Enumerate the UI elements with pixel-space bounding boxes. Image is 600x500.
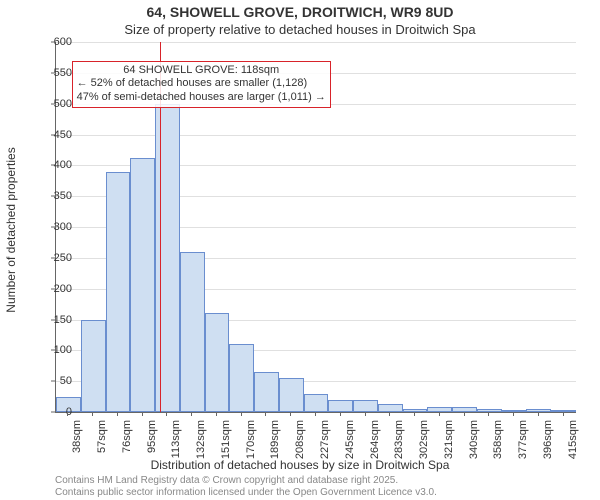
x-tick-mark: [513, 412, 514, 416]
annotation-box: 64 SHOWELL GROVE: 118sqm← 52% of detache…: [72, 61, 331, 108]
y-tick-mark: [51, 227, 55, 228]
histogram-bar: [106, 172, 131, 413]
histogram-bar: [205, 313, 230, 412]
histogram-bar: [304, 394, 329, 413]
y-tick-mark: [51, 350, 55, 351]
histogram-bar: [180, 252, 205, 412]
y-tick-mark: [51, 134, 55, 135]
chart-title-line2: Size of property relative to detached ho…: [0, 22, 600, 37]
x-tick-mark: [414, 412, 415, 416]
chart-container: 64, SHOWELL GROVE, DROITWICH, WR9 8UD Si…: [0, 0, 600, 500]
x-tick-mark: [67, 412, 68, 416]
histogram-bar: [452, 407, 477, 412]
x-tick-mark: [439, 412, 440, 416]
x-tick-label: 396sqm: [542, 420, 554, 459]
x-axis-label: Distribution of detached houses by size …: [0, 458, 600, 472]
y-tick-mark: [51, 412, 55, 413]
y-tick-mark: [51, 257, 55, 258]
x-tick-mark: [166, 412, 167, 416]
histogram-bar: [155, 104, 180, 412]
y-tick-mark: [51, 381, 55, 382]
x-tick-label: 358sqm: [492, 420, 504, 459]
gridline: [56, 42, 576, 43]
y-tick-mark: [51, 288, 55, 289]
x-tick-label: 283sqm: [393, 420, 405, 459]
x-tick-label: 57sqm: [96, 420, 108, 453]
histogram-bar: [526, 409, 551, 412]
histogram-bar: [427, 407, 452, 412]
histogram-bar: [353, 400, 378, 412]
x-tick-mark: [191, 412, 192, 416]
x-tick-label: 76sqm: [121, 420, 133, 453]
footer-line2: Contains public sector information licen…: [55, 487, 437, 498]
x-tick-mark: [142, 412, 143, 416]
y-tick-mark: [51, 196, 55, 197]
histogram-bar: [328, 400, 353, 412]
x-tick-label: 340sqm: [468, 420, 480, 459]
x-tick-mark: [365, 412, 366, 416]
x-tick-mark: [290, 412, 291, 416]
x-tick-label: 170sqm: [245, 420, 257, 459]
x-tick-label: 38sqm: [71, 420, 83, 453]
y-tick-mark: [51, 103, 55, 104]
x-tick-label: 208sqm: [294, 420, 306, 459]
y-tick-mark: [51, 72, 55, 73]
x-tick-mark: [563, 412, 564, 416]
footer-line1: Contains HM Land Registry data © Crown c…: [55, 475, 398, 486]
x-tick-mark: [216, 412, 217, 416]
histogram-bar: [551, 410, 576, 412]
annotation-line: 64 SHOWELL GROVE: 118sqm: [77, 64, 326, 78]
x-tick-mark: [117, 412, 118, 416]
x-tick-mark: [241, 412, 242, 416]
x-tick-mark: [92, 412, 93, 416]
x-tick-label: 415sqm: [567, 420, 579, 459]
x-tick-label: 227sqm: [319, 420, 331, 459]
x-tick-mark: [488, 412, 489, 416]
x-tick-label: 189sqm: [269, 420, 281, 459]
histogram-bar: [81, 320, 106, 413]
histogram-bar: [279, 378, 304, 412]
histogram-bar: [254, 372, 279, 412]
x-tick-label: 245sqm: [344, 420, 356, 459]
annotation-line: ← 52% of detached houses are smaller (1,…: [77, 77, 326, 91]
x-tick-mark: [464, 412, 465, 416]
x-tick-label: 95sqm: [146, 420, 158, 453]
y-tick-mark: [51, 42, 55, 43]
histogram-bar: [378, 404, 403, 412]
x-tick-mark: [315, 412, 316, 416]
y-tick-mark: [51, 319, 55, 320]
x-tick-mark: [538, 412, 539, 416]
histogram-bar: [130, 158, 155, 412]
x-tick-mark: [389, 412, 390, 416]
chart-title-line1: 64, SHOWELL GROVE, DROITWICH, WR9 8UD: [0, 4, 600, 20]
x-tick-mark: [265, 412, 266, 416]
annotation-line: 47% of semi-detached houses are larger (…: [77, 91, 326, 105]
x-tick-label: 132sqm: [195, 420, 207, 459]
x-tick-label: 113sqm: [170, 420, 182, 458]
x-tick-label: 264sqm: [369, 420, 381, 459]
y-tick-mark: [51, 165, 55, 166]
x-tick-label: 302sqm: [418, 420, 430, 459]
gridline: [56, 135, 576, 136]
y-axis-label: Number of detached properties: [4, 147, 18, 312]
plot-area: 64 SHOWELL GROVE: 118sqm← 52% of detache…: [55, 42, 576, 413]
x-tick-label: 151sqm: [220, 420, 232, 459]
x-tick-label: 377sqm: [517, 420, 529, 459]
histogram-bar: [229, 344, 254, 412]
x-tick-mark: [340, 412, 341, 416]
x-tick-label: 321sqm: [443, 420, 455, 459]
